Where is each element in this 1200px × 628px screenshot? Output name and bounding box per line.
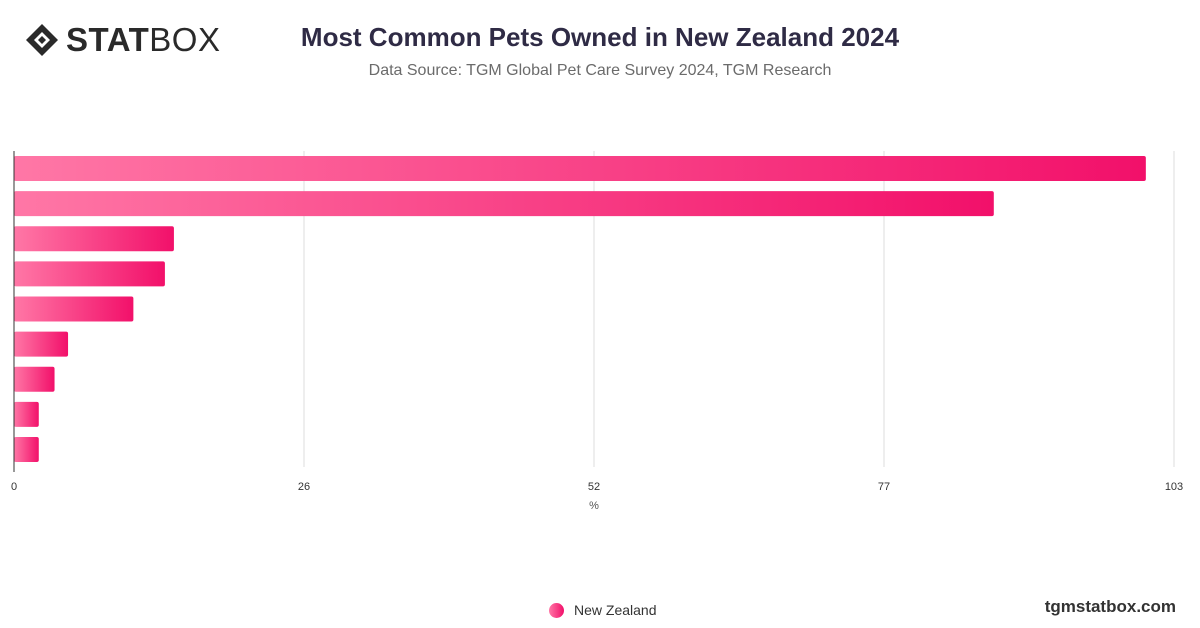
bar[interactable] — [14, 401, 39, 427]
x-tick-label: 0 — [11, 481, 17, 493]
bar[interactable] — [14, 331, 69, 357]
logo-text: STATBOX — [66, 21, 221, 58]
statbox-logo: STATBOX — [24, 20, 220, 60]
brand-footer: tgmstatbox.com — [1044, 597, 1176, 616]
bar[interactable] — [14, 296, 134, 322]
x-tick-label: 52 — [588, 481, 600, 493]
bar[interactable] — [14, 366, 55, 392]
x-axis-label: % — [589, 500, 599, 512]
legend-marker — [549, 602, 564, 618]
legend-label: New Zealand — [574, 602, 657, 618]
x-tick-label: 103 — [1165, 481, 1183, 493]
bar[interactable] — [14, 261, 165, 287]
chart-title: Most Common Pets Owned in New Zealand 20… — [300, 22, 900, 52]
statbox-diamond-icon — [26, 24, 58, 56]
x-tick-label: 77 — [878, 481, 890, 493]
bar[interactable] — [14, 191, 994, 217]
x-tick-label: 26 — [298, 481, 310, 493]
chart-subtitle: Data Source: TGM Global Pet Care Survey … — [368, 62, 832, 79]
bar[interactable] — [14, 156, 1146, 182]
bar[interactable] — [14, 226, 174, 252]
legend[interactable]: New Zealand — [549, 602, 657, 618]
bar[interactable] — [14, 436, 39, 462]
